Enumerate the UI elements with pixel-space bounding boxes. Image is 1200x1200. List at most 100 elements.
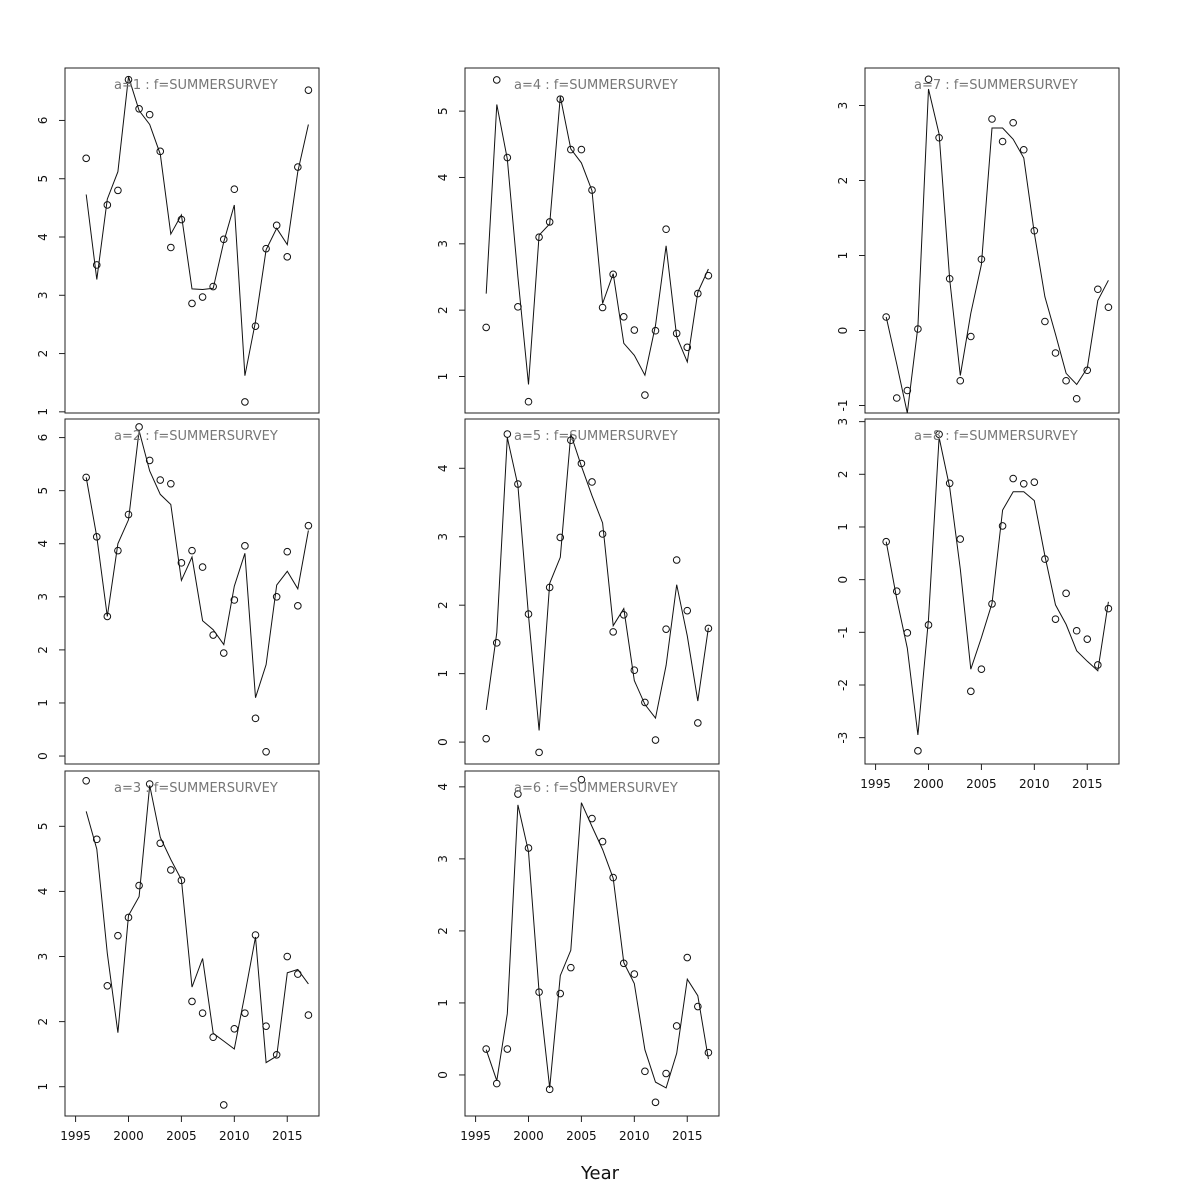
observed-point [177,215,186,224]
observed-point [524,397,533,406]
observed-point [145,110,154,119]
observed-point [892,394,901,402]
fitted-line [485,802,709,1089]
observed-point [251,322,260,330]
observed-point [535,233,543,241]
observed-point [514,303,522,311]
y-tick-label: 1 [36,699,50,707]
observed-point [1072,394,1081,403]
panel-3: 1 2 3 4 5 1995 2000 2005 2010 2015 a=3 : f=SUMMERS… [36,770,320,1143]
observed-point [262,747,270,756]
observed-point [588,186,596,194]
panel-2: 0 1 2 3 4 5 6 a=2 : f=SUMMERSURVEY [36,418,320,765]
observed-point [956,535,965,543]
observed-point [82,154,90,163]
x-tick-label: 2005 [166,1129,197,1143]
observed-point [1019,145,1028,154]
x-tick-label: 2010 [619,1129,650,1143]
observed-point [135,423,143,431]
observed-point [103,201,112,209]
panel-title: a=8 : f=SUMMERSURVEY [914,429,1078,444]
y-tick-label: 2 [436,927,450,935]
observed-point [198,293,207,301]
x-tick-label: 1995 [60,1129,91,1143]
observed-point [598,837,607,846]
observed-point [567,436,575,445]
observed-point [209,631,217,639]
observed-point [545,1085,554,1094]
panel-frame [64,418,320,765]
observed-point [672,329,681,338]
observed-point [230,185,239,194]
y-tick-label: 6 [36,434,50,442]
observed-point [294,970,302,978]
y-tick-label: -1 [836,626,850,638]
observed-point [672,1022,681,1030]
observed-point [492,1079,501,1088]
panels: 1 2 3 4 5 6 a=1 : f=SUMMERSURVEY 0 1 2 3 4 5 6 a=2 : f… [36,67,1120,1143]
observed-point [1062,376,1070,385]
y-tick-label: 1 [836,252,850,260]
observed-point [82,776,90,785]
observed-point [694,289,702,298]
observed-point [114,546,122,555]
observed-point [1041,555,1049,563]
observed-point [609,270,617,279]
observed-point [641,1067,649,1076]
x-tick-label: 1995 [860,777,891,791]
observed-point [683,953,692,962]
x-tick-label: 2010 [219,1129,250,1143]
observed-point [662,225,670,234]
observed-point [294,602,302,610]
observed-point [304,521,313,530]
observed-point [662,625,670,633]
observed-point [1051,349,1060,357]
observed-point [272,593,281,601]
y-tick-label: 1 [436,670,450,678]
observed-point [683,343,692,352]
y-tick-label: 2 [36,1018,50,1026]
y-tick-label: 1 [836,523,850,531]
x-tick-label: 2015 [272,1129,303,1143]
observed-point [124,75,133,84]
panel-frame [64,770,320,1117]
y-tick-label: 1 [436,999,450,1007]
observed-point [524,610,533,618]
y-tick-label: 0 [436,738,450,746]
y-tick-label: 2 [436,306,450,314]
observed-point [914,325,922,333]
observed-point [177,559,186,567]
observed-point [167,479,175,488]
x-tick-label: 2010 [1019,777,1050,791]
observed-point [892,587,901,596]
observed-point [145,456,154,465]
observed-point [1009,474,1017,483]
observed-point [588,478,596,486]
y-tick-label: 1 [36,408,50,416]
fitted-line [885,88,1109,414]
observed-point [545,218,554,226]
observed-point [1062,589,1070,598]
observed-point [503,1045,512,1053]
observed-point [672,556,681,564]
observed-point [609,628,617,636]
observed-point [272,1051,281,1059]
observed-point [556,95,565,103]
observed-point [198,563,207,571]
observed-point [283,952,292,961]
observed-point [882,537,890,546]
observed-point [567,963,575,972]
y-tick-label: 2 [836,470,850,478]
y-tick-label: 3 [436,240,450,248]
observed-point [482,323,490,332]
y-tick-label: 3 [436,533,450,541]
observed-point [145,780,154,788]
x-tick-label: 2015 [672,1129,703,1143]
y-tick-label: -2 [836,679,850,691]
observed-point [945,274,954,283]
panel-title: a=7 : f=SUMMERSURVEY [914,78,1078,93]
observed-point [514,790,522,798]
y-tick-label: 3 [836,418,850,426]
observed-point [188,299,196,308]
panel-title: a=2 : f=SUMMERSURVEY [114,429,278,444]
